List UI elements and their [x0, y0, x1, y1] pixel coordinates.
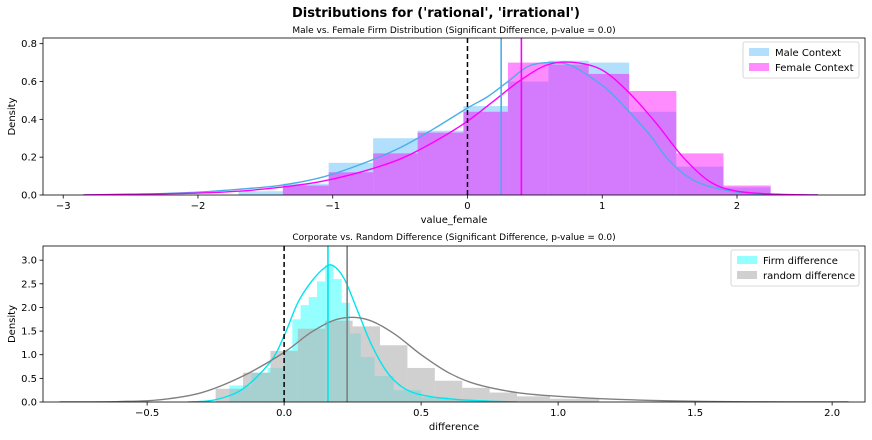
y-tick-label: 1.5 — [21, 327, 37, 338]
y-tick-label: 2.0 — [21, 303, 37, 314]
kde-curve — [83, 61, 818, 195]
legend-label: Male Context — [775, 48, 841, 59]
kde-curve — [59, 316, 849, 402]
figure-suptitle: Distributions for ('rational', 'irration… — [292, 6, 580, 21]
legend-label: Firm difference — [763, 256, 838, 267]
histogram-bar — [548, 64, 589, 195]
y-axis-label: Density — [7, 97, 18, 135]
x-tick-label: 0.0 — [276, 408, 292, 419]
panel-difference-distribution: Corporate vs. Random Difference (Signifi… — [7, 233, 866, 433]
y-tick-label: 0.0 — [21, 398, 37, 409]
legend-box — [730, 249, 860, 287]
legend-label: Female Context — [775, 63, 854, 74]
histogram-bar — [676, 166, 724, 195]
histogram-bar — [489, 392, 518, 402]
legend-box — [742, 41, 860, 79]
legend-label: random difference — [763, 271, 855, 282]
y-tick-label: 0.6 — [21, 77, 37, 88]
x-tick-label: 1.0 — [550, 408, 566, 419]
y-tick-label: 0.2 — [21, 153, 37, 164]
histogram-bar — [373, 153, 418, 195]
kde-curve — [188, 264, 518, 402]
x-axis-label: value_female — [421, 215, 488, 226]
histogram-bar — [629, 90, 677, 195]
x-tick-label: −1 — [325, 201, 340, 212]
histogram-bar — [380, 345, 408, 402]
kde-curve — [83, 61, 818, 195]
histogram-bar — [588, 73, 630, 195]
plot-area — [83, 38, 818, 195]
histogram-bar — [417, 130, 464, 195]
histogram-bar — [462, 387, 490, 402]
y-tick-label: 0.0 — [21, 191, 37, 202]
x-axis-label: difference — [429, 422, 479, 433]
legend-swatch — [749, 48, 769, 56]
legend-swatch — [749, 63, 769, 71]
x-tick-label: 2 — [734, 201, 740, 212]
histogram-bar — [548, 60, 589, 195]
histogram-bar — [549, 398, 600, 402]
panel-title: Corporate vs. Random Difference (Signifi… — [292, 233, 615, 243]
x-tick-label: −0.5 — [135, 408, 159, 419]
x-tick-label: 0 — [464, 201, 470, 212]
y-tick-label: 0.4 — [21, 115, 37, 126]
legend-swatch — [737, 271, 757, 279]
x-tick-label: 1 — [599, 201, 605, 212]
axes-frame — [42, 245, 866, 403]
histogram-bar — [297, 328, 326, 402]
panel-gender-distribution: Male vs. Female Firm Distribution (Signi… — [7, 26, 866, 226]
histogram-bar — [352, 326, 381, 402]
y-axis-label: Density — [7, 305, 18, 343]
histogram-bar — [588, 62, 630, 195]
histogram-bar — [629, 111, 677, 195]
x-tick-label: 1.5 — [687, 408, 703, 419]
x-tick-label: 2.0 — [824, 408, 840, 419]
y-tick-label: 2.5 — [21, 279, 37, 290]
histogram-bar — [723, 187, 771, 195]
histogram-bar — [507, 81, 549, 195]
legend-swatch — [737, 256, 757, 264]
y-tick-label: 3.0 — [21, 256, 37, 267]
x-tick-label: 0.5 — [413, 408, 429, 419]
histogram-bar — [282, 185, 329, 195]
y-tick-label: 0.5 — [21, 374, 37, 385]
y-tick-label: 1.0 — [21, 350, 37, 361]
x-tick-label: −3 — [56, 201, 71, 212]
histogram-bar — [238, 191, 283, 195]
panel-title: Male vs. Female Firm Distribution (Signi… — [292, 26, 615, 36]
plot-area — [59, 246, 849, 402]
histogram-bar — [434, 380, 463, 402]
histogram-bar — [507, 62, 549, 195]
histogram-bar — [723, 185, 771, 195]
x-tick-label: −2 — [191, 201, 206, 212]
axes-frame — [42, 37, 866, 196]
histogram-bar — [417, 132, 464, 195]
histogram-bar — [517, 396, 550, 402]
histogram-bar — [328, 172, 374, 195]
histogram-bar — [282, 183, 329, 195]
histogram-bar — [325, 320, 353, 402]
y-tick-label: 0.8 — [21, 39, 37, 50]
